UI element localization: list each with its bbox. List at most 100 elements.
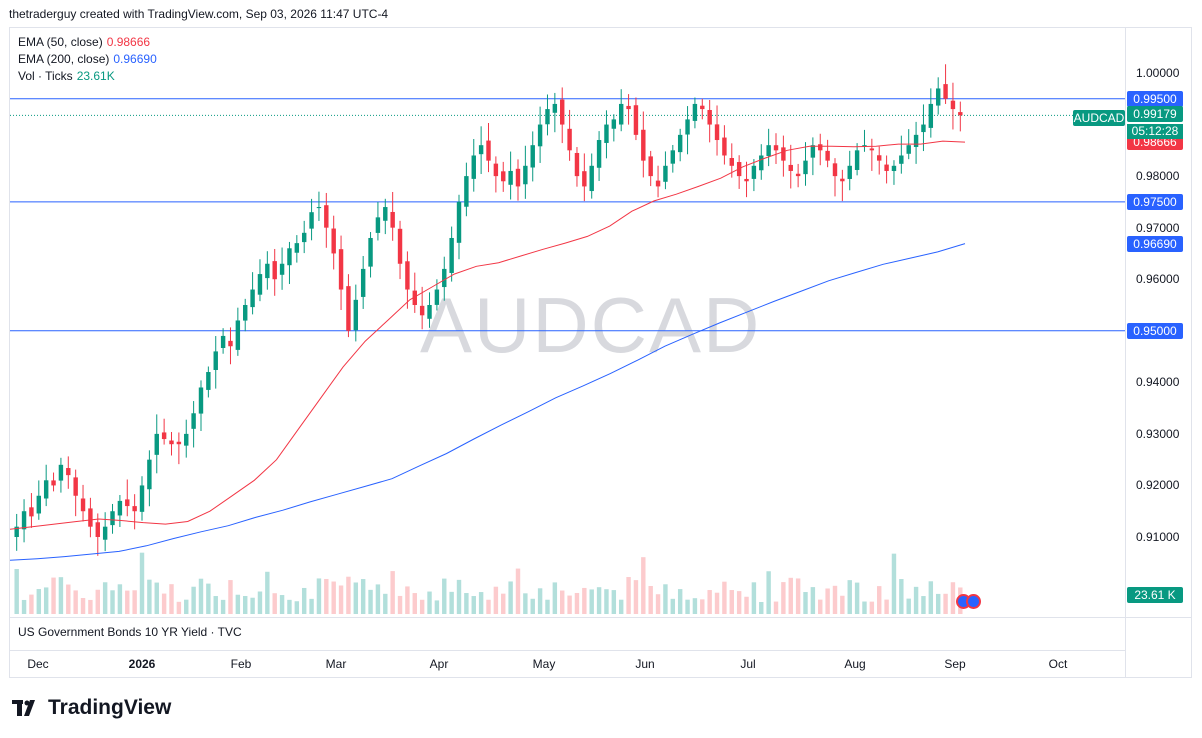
candle-body (891, 165, 897, 172)
time-tick-label: Oct (1048, 657, 1068, 671)
last-price-badge: 0.99179 (1127, 106, 1183, 123)
event-flag-icon[interactable] (966, 594, 981, 609)
candle-body (132, 506, 137, 512)
volume-bar (729, 590, 734, 614)
price-tick-label: 0.91000 (1136, 530, 1180, 544)
candle-body (618, 103, 624, 125)
candle-body (456, 201, 462, 243)
candle-body (928, 103, 934, 128)
volume-bar (368, 589, 373, 614)
volume-bar (95, 589, 100, 614)
volume-bar (943, 593, 948, 614)
volume-bar (250, 597, 255, 614)
volume-bar (626, 577, 631, 614)
pane-separator[interactable] (10, 617, 1191, 618)
candle-body (840, 178, 845, 182)
volume-bar (375, 584, 381, 614)
candle-body (383, 207, 388, 221)
candle-body (574, 152, 580, 177)
volume-bar (66, 584, 71, 614)
candle-body (95, 522, 100, 537)
volume-bar (913, 586, 919, 614)
volume-bar (633, 580, 639, 614)
candle-body (604, 124, 609, 143)
candle-body (913, 134, 919, 147)
ema200-price-badge: 0.96690 (1127, 235, 1183, 252)
candle-body (184, 433, 189, 446)
time-tick-label: Aug (844, 657, 866, 671)
candle-body (243, 305, 248, 321)
candle-body (139, 485, 145, 512)
candle-body (714, 124, 720, 141)
candle-body (486, 140, 491, 161)
candle-body (552, 103, 558, 113)
candle-body (803, 160, 808, 175)
price-tick-label: 1.00000 (1136, 66, 1180, 80)
volume-bar (921, 596, 926, 614)
candle-body (670, 150, 676, 164)
volume-bar (854, 582, 860, 614)
volume-bar (102, 582, 108, 614)
second-pane-label[interactable]: US Government Bonds 10 YR Yield · TVC (18, 625, 242, 639)
time-tick-label: Sep (944, 657, 966, 671)
volume-bar (43, 587, 49, 614)
legend-ema50[interactable]: EMA (50, close) 0.98666 (18, 34, 150, 51)
candle-body (773, 145, 779, 151)
volume-bar (663, 584, 668, 614)
volume-bar (301, 587, 307, 614)
candle-body (515, 168, 521, 187)
candle-body (788, 164, 793, 171)
volume-bar (493, 586, 499, 614)
candle-body (818, 144, 823, 151)
price-tick-label: 0.97000 (1136, 220, 1180, 235)
volume-bar (73, 590, 78, 614)
candle-body (537, 124, 543, 147)
volume-bar (611, 590, 617, 614)
candle-body (663, 165, 668, 182)
volume-bar (449, 591, 454, 614)
volume-bar (508, 581, 513, 614)
candle-body (21, 511, 27, 530)
economic-events[interactable] (956, 594, 981, 609)
volume-bar (700, 599, 705, 614)
legend-ema200[interactable]: EMA (200, close) 0.96690 (18, 51, 157, 68)
candle-body (279, 263, 285, 275)
ema200-line (9, 243, 966, 561)
volume-bar (596, 587, 602, 614)
candle-body (560, 99, 565, 125)
volume-bar (582, 587, 587, 614)
candle-body (869, 148, 875, 151)
candle-body (530, 145, 535, 168)
candle-body (257, 274, 263, 295)
candle-body (43, 480, 49, 499)
candle-body (206, 372, 211, 390)
candle-body (434, 289, 440, 305)
volume-bar (722, 581, 727, 614)
volume-bar (294, 601, 300, 614)
time-tick-label: Apr (429, 657, 449, 671)
candle-body (567, 128, 572, 151)
candle-body (795, 173, 801, 177)
candle-body (766, 145, 771, 156)
time-tick-label: May (532, 657, 556, 671)
chart-header: thetraderguy created with TradingView.co… (9, 7, 389, 21)
candle-body (810, 145, 816, 158)
volume-bar (235, 594, 241, 614)
candle-body (884, 164, 889, 171)
volume-bar (781, 582, 786, 614)
candle-body (847, 165, 852, 179)
volume-bar (523, 593, 528, 614)
volume-bar (714, 592, 720, 614)
countdown-badge: 05:12:28 (1127, 124, 1183, 139)
candle-body (412, 290, 417, 305)
volume-bar (14, 568, 19, 614)
volume-bar (154, 582, 159, 614)
candle-body (353, 299, 359, 331)
ema50-line (9, 140, 966, 530)
legend-vol[interactable]: Vol · Ticks 23.61K (18, 68, 115, 85)
time-axis[interactable] (10, 650, 1125, 678)
volume-bar (397, 595, 403, 614)
volume-bar (847, 580, 852, 614)
tradingview-logo-icon (12, 700, 35, 716)
